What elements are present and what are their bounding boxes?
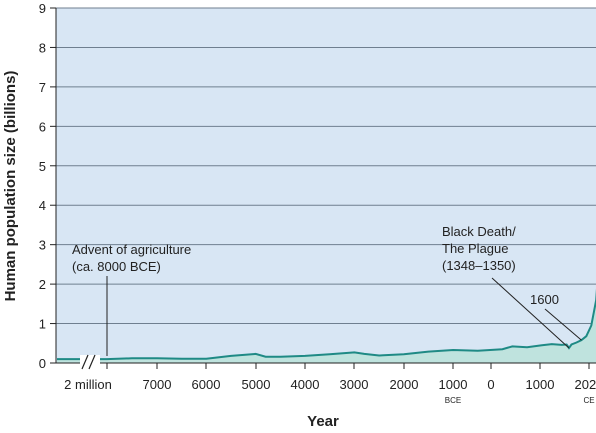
- annotations: Advent of agriculture (ca. 8000 BCE) Black…: [72, 224, 582, 356]
- y-tick-label: 7: [39, 80, 46, 95]
- y-tick-label: 8: [39, 40, 46, 55]
- x-tick-label: 1000: [526, 377, 555, 392]
- x-tick-label: 2000: [390, 377, 419, 392]
- x-tick-label: 7000: [143, 377, 172, 392]
- x-axis-ticks: 2 million 7000 6000 5000 4000 3000 2000 1000 BCE…: [64, 363, 596, 405]
- annotation: Black Death/The Plague (1348–1350): [442, 224, 570, 349]
- annotation-leader: [544, 308, 582, 341]
- y-tick-label: 2: [39, 277, 46, 292]
- x-tick-label: 4000: [291, 377, 320, 392]
- x-tick-label: 0: [487, 377, 494, 392]
- x-tick-label: 2020: [575, 377, 596, 392]
- y-axis-ticks: 0 1 2 3 4 5 6 7 8 9: [39, 1, 56, 371]
- y-tick-label: 5: [39, 159, 46, 174]
- x-tick-sublabel: BCE: [445, 396, 461, 405]
- x-axis-title: Year: [307, 413, 339, 430]
- annotation-label: (ca. 8000 BCE): [72, 259, 161, 274]
- y-tick-label: 4: [39, 198, 46, 213]
- annotation-label: The Plague: [442, 241, 509, 256]
- x-tick-label: 1000: [439, 377, 468, 392]
- annotation: 1600: [530, 292, 582, 341]
- annotation: Advent of agriculture (ca. 8000 BCE): [72, 242, 191, 356]
- axis-break-mark: [80, 354, 100, 370]
- x-tick-label: 3000: [340, 377, 369, 392]
- x-tick-label: 6000: [192, 377, 221, 392]
- x-tick-label: 5000: [242, 377, 271, 392]
- y-axis-title: Human population size (billions): [2, 71, 19, 302]
- annotation-label: 1600: [530, 292, 559, 307]
- y-tick-label: 3: [39, 238, 46, 253]
- gridlines: [56, 7, 596, 325]
- x-tick-label: 2 million: [64, 377, 112, 392]
- annotation-label: Advent of agriculture: [72, 242, 191, 257]
- x-tick-sublabel: CE: [583, 396, 594, 405]
- y-tick-label: 0: [39, 356, 46, 371]
- annotation-leader: [491, 277, 570, 349]
- y-tick-label: 6: [39, 119, 46, 134]
- population-area: [57, 300, 596, 363]
- annotation-label: Black Death/: [442, 224, 516, 239]
- annotation-label: (1348–1350): [442, 258, 516, 273]
- plot-background: [56, 8, 596, 363]
- population-line: [57, 288, 596, 361]
- y-tick-label: 1: [39, 317, 46, 332]
- y-tick-label: 9: [39, 1, 46, 16]
